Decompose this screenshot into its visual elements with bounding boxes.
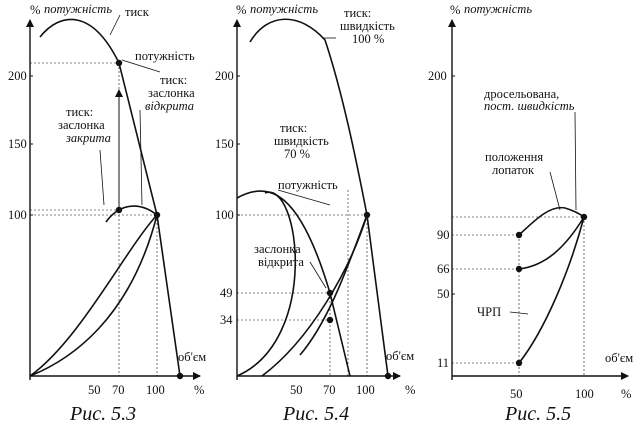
x-tick-100: 100 bbox=[146, 383, 165, 397]
label-pressure-70-1: тиск: bbox=[280, 121, 307, 135]
pressure-curve-100 bbox=[249, 18, 389, 377]
y-tick-200: 200 bbox=[8, 69, 27, 83]
throttled-curve bbox=[518, 206, 585, 236]
label-throttled-1: дросельована, bbox=[484, 87, 559, 101]
x-tick-50: 50 bbox=[510, 387, 523, 401]
y-tick-150: 150 bbox=[8, 137, 27, 151]
x-tick-100: 100 bbox=[575, 387, 594, 401]
caption: Рис. 5.4 bbox=[282, 403, 349, 425]
label-damper-open-1: тиск: bbox=[160, 73, 187, 87]
y-title: потужність bbox=[44, 2, 112, 16]
point-11 bbox=[515, 359, 523, 367]
caption: Рис. 5.5 bbox=[504, 403, 571, 425]
label-damper-closed-1: тиск: bbox=[66, 105, 93, 119]
y-title: потужність bbox=[464, 2, 532, 16]
point-34 bbox=[326, 316, 334, 324]
x-unit: % bbox=[194, 383, 204, 397]
pressure-curve bbox=[39, 18, 181, 377]
label-damper-open-2: заслонка bbox=[148, 86, 195, 100]
panel-fig-5-3: % потужність 200 150 100 50 70 100 % bbox=[8, 2, 206, 425]
x-unit: % bbox=[621, 387, 631, 401]
x-title: об'єм bbox=[178, 350, 206, 364]
panel-fig-5-4: % потужність 200 150 100 49 34 50 70 100… bbox=[215, 2, 415, 425]
y-tick-100: 100 bbox=[8, 208, 27, 222]
y-unit: % bbox=[236, 3, 246, 17]
label-vfd: ЧРП bbox=[477, 305, 501, 319]
operating-point-100 bbox=[363, 211, 371, 219]
y-unit: % bbox=[450, 3, 460, 17]
x-tick-70: 70 bbox=[323, 383, 336, 397]
y-title: потужність bbox=[250, 2, 318, 16]
point-49 bbox=[326, 289, 334, 297]
panel-fig-5-5: % потужність 200 90 66 50 11 50 100 % bbox=[428, 2, 633, 425]
x-tick-50: 50 bbox=[88, 383, 101, 397]
y-tick-150: 150 bbox=[215, 137, 234, 151]
label-vanes-1: положення bbox=[485, 150, 543, 164]
y-tick-50: 50 bbox=[437, 287, 450, 301]
damper-closed-curve bbox=[105, 205, 158, 223]
damper-open-curve bbox=[299, 214, 368, 356]
y-tick-100: 100 bbox=[215, 208, 234, 222]
x-tick-100: 100 bbox=[356, 383, 375, 397]
power-curve bbox=[261, 214, 368, 377]
end-point bbox=[384, 372, 392, 380]
y-tick-34: 34 bbox=[220, 313, 233, 327]
label-power: потужність bbox=[135, 49, 195, 63]
label-damper-open-3: відкрита bbox=[145, 99, 194, 113]
operating-point-70 bbox=[115, 206, 123, 214]
label-damper-open-2: відкрита bbox=[258, 255, 304, 269]
pressure-curve-70 bbox=[236, 191, 297, 377]
point-66 bbox=[515, 265, 523, 273]
operating-point-100 bbox=[580, 213, 588, 221]
x-tick-50: 50 bbox=[290, 383, 303, 397]
y-tick-11: 11 bbox=[437, 356, 449, 370]
damper-open-curve bbox=[29, 214, 158, 377]
vanes-curve bbox=[518, 216, 585, 270]
power-curve bbox=[29, 214, 158, 377]
label-pressure-70-3: 70 % bbox=[284, 147, 310, 161]
y-tick-200: 200 bbox=[428, 69, 447, 83]
label-damper-closed-3: закрита bbox=[65, 131, 111, 145]
y-unit: % bbox=[30, 3, 40, 17]
label-vanes-2: лопаток bbox=[492, 163, 535, 177]
label-damper-closed-2: заслонка bbox=[58, 118, 105, 132]
y-tick-49: 49 bbox=[220, 286, 233, 300]
y-tick-90: 90 bbox=[437, 228, 450, 242]
label-throttled-2: пост. швидкість bbox=[484, 99, 575, 113]
label-damper-open-1: заслонка bbox=[254, 242, 301, 256]
x-title: об'єм bbox=[605, 351, 633, 365]
label-pressure-100-1: тиск: bbox=[344, 6, 371, 20]
label-pressure-70-2: швидкість bbox=[274, 134, 329, 148]
point-90 bbox=[515, 231, 523, 239]
x-title: об'єм bbox=[386, 349, 414, 363]
label-pressure-100-2: швидкість bbox=[340, 19, 395, 33]
y-tick-200: 200 bbox=[215, 69, 234, 83]
label-power: потужність bbox=[278, 178, 338, 192]
caption: Рис. 5.3 bbox=[69, 403, 136, 425]
y-tick-66: 66 bbox=[437, 262, 450, 276]
vfd-curve bbox=[518, 216, 585, 364]
label-pressure-100-3: 100 % bbox=[352, 32, 384, 46]
pressure-curve-70-upper bbox=[236, 190, 351, 377]
operating-point-100 bbox=[153, 211, 161, 219]
label-pressure: тиск bbox=[125, 5, 150, 19]
x-tick-70: 70 bbox=[112, 383, 125, 397]
end-point bbox=[176, 372, 184, 380]
x-unit: % bbox=[405, 383, 415, 397]
power-point-70 bbox=[115, 59, 123, 67]
